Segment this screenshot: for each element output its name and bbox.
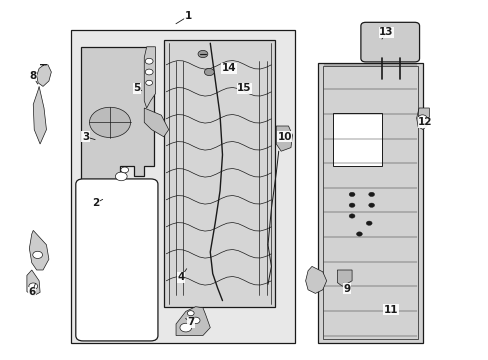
Circle shape bbox=[145, 58, 153, 64]
Polygon shape bbox=[37, 65, 51, 86]
Text: 13: 13 bbox=[378, 27, 393, 37]
Circle shape bbox=[29, 283, 38, 289]
Bar bbox=[317, 63, 422, 343]
Circle shape bbox=[115, 172, 127, 181]
Text: 2: 2 bbox=[92, 198, 99, 208]
Polygon shape bbox=[27, 270, 40, 296]
Text: 14: 14 bbox=[221, 63, 236, 73]
Text: 6: 6 bbox=[28, 287, 35, 297]
Circle shape bbox=[356, 232, 362, 236]
Polygon shape bbox=[29, 230, 49, 270]
Text: 15: 15 bbox=[237, 83, 251, 93]
Bar bbox=[333, 113, 382, 166]
Bar bbox=[71, 30, 294, 343]
Circle shape bbox=[33, 251, 42, 258]
Text: 7: 7 bbox=[186, 317, 194, 327]
Circle shape bbox=[348, 203, 354, 207]
Polygon shape bbox=[81, 47, 154, 184]
Circle shape bbox=[145, 80, 152, 85]
Text: 1: 1 bbox=[184, 11, 191, 21]
Polygon shape bbox=[305, 266, 326, 293]
Circle shape bbox=[89, 107, 130, 138]
Polygon shape bbox=[176, 307, 210, 336]
Text: 3: 3 bbox=[82, 132, 89, 142]
Polygon shape bbox=[144, 108, 168, 137]
Circle shape bbox=[204, 68, 214, 76]
Text: 8: 8 bbox=[29, 71, 36, 81]
Circle shape bbox=[366, 221, 371, 225]
Text: 10: 10 bbox=[277, 132, 291, 142]
Circle shape bbox=[368, 192, 374, 197]
Circle shape bbox=[417, 115, 426, 121]
Text: 11: 11 bbox=[383, 305, 398, 315]
Text: 12: 12 bbox=[417, 117, 432, 127]
Circle shape bbox=[348, 192, 354, 197]
Circle shape bbox=[180, 323, 191, 332]
Circle shape bbox=[198, 50, 207, 58]
Circle shape bbox=[368, 203, 374, 207]
Text: 4: 4 bbox=[177, 272, 184, 282]
Polygon shape bbox=[337, 270, 351, 286]
Text: 9: 9 bbox=[343, 284, 350, 294]
FancyBboxPatch shape bbox=[360, 22, 419, 62]
Text: 5: 5 bbox=[133, 83, 140, 93]
Polygon shape bbox=[163, 40, 274, 307]
Polygon shape bbox=[33, 86, 46, 144]
Polygon shape bbox=[276, 126, 292, 151]
Circle shape bbox=[191, 317, 200, 324]
Circle shape bbox=[348, 214, 354, 218]
FancyBboxPatch shape bbox=[76, 179, 158, 341]
Circle shape bbox=[187, 311, 194, 316]
Polygon shape bbox=[416, 108, 428, 130]
Circle shape bbox=[121, 167, 128, 173]
Circle shape bbox=[145, 69, 153, 75]
Polygon shape bbox=[144, 47, 155, 108]
Bar bbox=[322, 66, 417, 339]
